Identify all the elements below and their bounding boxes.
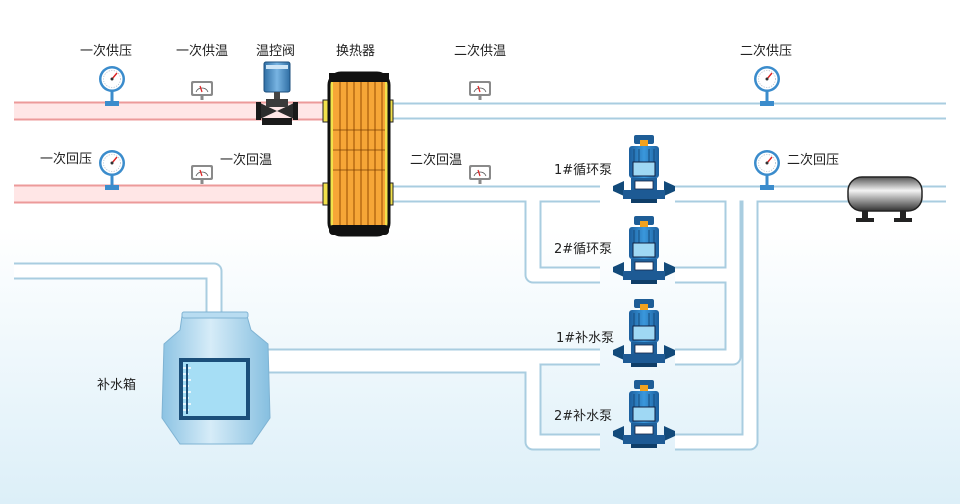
primary-supply-pressure-gauge-icon: [97, 64, 127, 108]
label-secondary-supply-pressure: 二次供压: [740, 44, 793, 59]
label-secondary-supply-temp: 二次供温: [454, 44, 507, 59]
label-secondary-return-temp: 二次回温: [410, 153, 463, 168]
secondary-return-temp-gauge-icon: [467, 163, 493, 186]
circulation-pump-1-icon: [612, 134, 676, 204]
secondary-supply-temp-gauge-icon: [467, 79, 493, 102]
circulation-pump-2-icon: [612, 215, 676, 285]
makeup-pump-1-icon: [612, 298, 676, 368]
label-primary-supply-pressure: 一次供压: [80, 44, 133, 59]
label-makeup-pump-2: 2#补水泵: [554, 409, 613, 424]
label-makeup-water-tank: 补水箱: [97, 378, 137, 393]
primary-return-temp-gauge-icon: [189, 163, 215, 186]
control-valve-symbol: [256, 61, 298, 125]
label-primary-supply-temp: 一次供温: [176, 44, 229, 59]
primary-return-pressure-gauge-icon: [97, 148, 127, 192]
heat-exchanger-symbol: [327, 71, 391, 237]
secondary-pipes: [14, 102, 946, 451]
expansion-tank-symbol: [847, 176, 923, 222]
label-heat-exchanger: 换热器: [336, 44, 376, 59]
label-secondary-return-pressure: 二次回压: [787, 153, 840, 168]
secondary-supply-pressure-gauge-icon: [752, 64, 782, 108]
makeup-water-tank-symbol: [161, 311, 271, 445]
secondary-return-pressure-gauge-icon: [752, 148, 782, 192]
primary-supply-temp-gauge-icon: [189, 79, 215, 102]
label-makeup-pump-1: 1#补水泵: [556, 331, 615, 346]
label-circulation-pump-2: 2#循环泵: [554, 242, 613, 257]
makeup-pump-2-icon: [612, 379, 676, 449]
label-primary-return-pressure: 一次回压: [40, 152, 93, 167]
label-circulation-pump-1: 1#循环泵: [554, 163, 613, 178]
label-control-valve: 温控阀: [256, 44, 296, 59]
label-primary-return-temp: 一次回温: [220, 153, 273, 168]
